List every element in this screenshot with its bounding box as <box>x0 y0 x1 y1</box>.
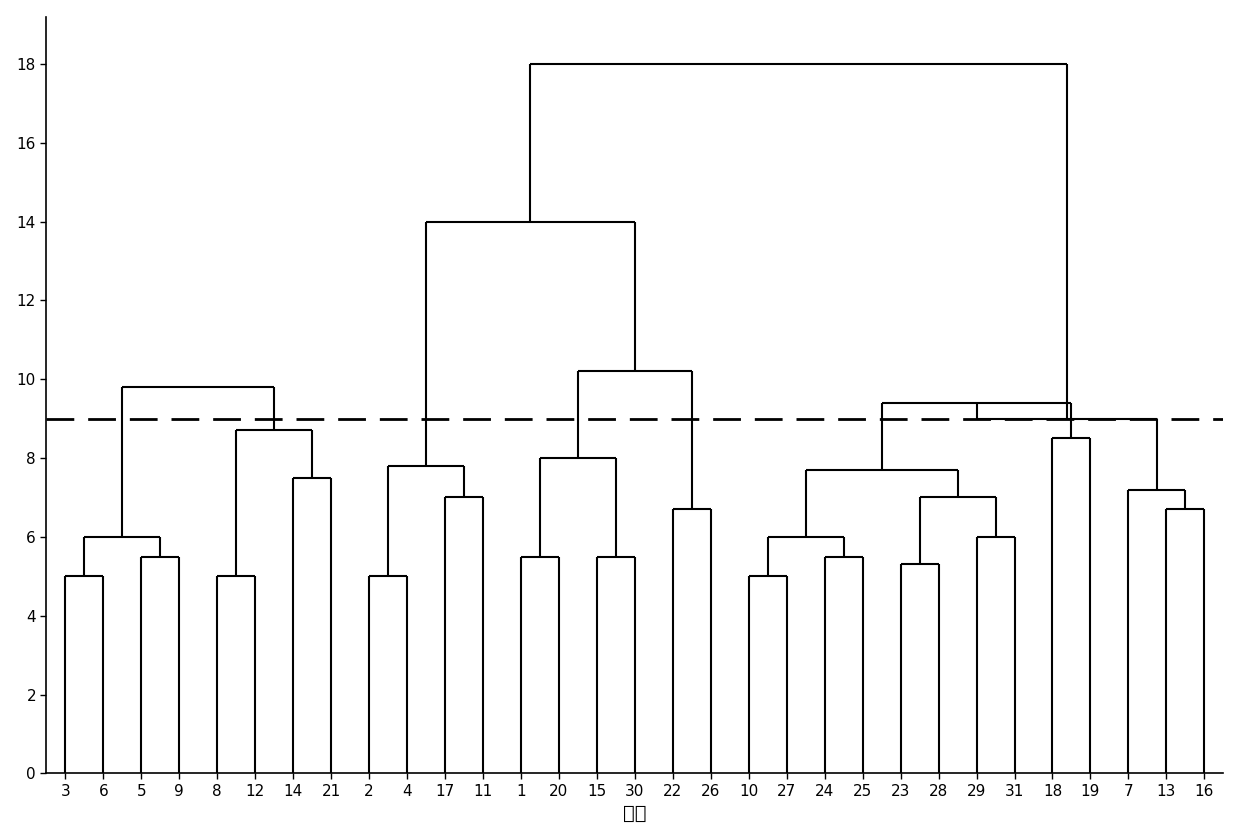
X-axis label: 变量: 变量 <box>624 805 646 823</box>
